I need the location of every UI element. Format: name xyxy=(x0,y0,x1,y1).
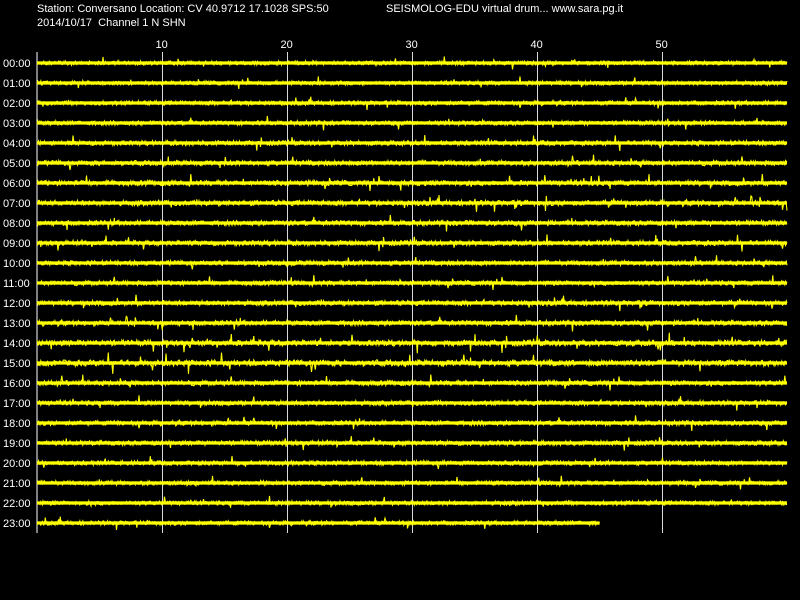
x-tick-label: 50 xyxy=(656,39,668,51)
row-label: 06:00 xyxy=(3,178,31,190)
row-label: 07:00 xyxy=(3,198,31,210)
drum-title: SEISMOLOG-EDU virtual drum... www.sara.p… xyxy=(386,3,624,15)
row-label: 16:00 xyxy=(3,378,31,390)
row-label: 03:00 xyxy=(3,118,31,130)
row-label: 17:00 xyxy=(3,398,31,410)
row-label: 05:00 xyxy=(3,158,31,170)
row-label: 14:00 xyxy=(3,338,31,350)
row-labels: 00:00 01:00 02:00 03:00 04:00 05:00 06:00 07:00… xyxy=(3,58,31,530)
row-label: 00:00 xyxy=(3,58,31,70)
row-label: 21:00 xyxy=(3,478,31,490)
x-tick-label: 30 xyxy=(406,39,418,51)
row-label: 08:00 xyxy=(3,218,31,230)
x-tick-label: 40 xyxy=(531,39,543,51)
row-label: 19:00 xyxy=(3,438,31,450)
x-tick-label: 20 xyxy=(281,39,293,51)
row-label: 12:00 xyxy=(3,298,31,310)
row-label: 23:00 xyxy=(3,518,31,530)
row-label: 01:00 xyxy=(3,78,31,90)
row-label: 10:00 xyxy=(3,258,31,270)
row-label: 11:00 xyxy=(3,278,30,290)
row-label: 15:00 xyxy=(3,358,31,370)
x-tick-labels: 10 20 30 40 50 xyxy=(156,39,668,51)
row-label: 20:00 xyxy=(3,458,31,470)
row-label: 13:00 xyxy=(3,318,31,330)
row-label: 22:00 xyxy=(3,498,31,510)
station-info: Station: Conversano Location: CV 40.9712… xyxy=(37,3,329,15)
traces xyxy=(36,56,788,531)
row-label: 18:00 xyxy=(3,418,31,430)
row-label: 04:00 xyxy=(3,138,31,150)
x-tick-label: 10 xyxy=(156,39,168,51)
row-label: 09:00 xyxy=(3,238,31,250)
row-label: 02:00 xyxy=(3,98,31,110)
grid xyxy=(36,52,663,533)
date-channel-info: 2014/10/17 Channel 1 N SHN xyxy=(37,17,186,29)
